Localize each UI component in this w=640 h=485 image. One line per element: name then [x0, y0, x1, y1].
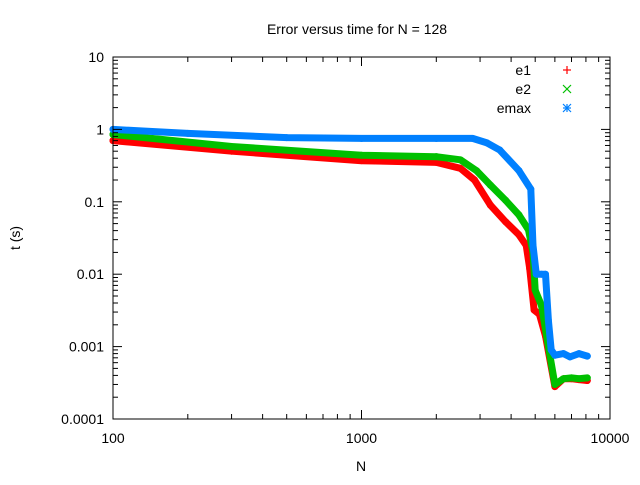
series-line-e1 — [109, 137, 591, 391]
x-tick-label: 100 — [101, 430, 125, 446]
data-point — [502, 196, 510, 204]
y-tick-label: 10 — [88, 49, 104, 65]
data-point — [283, 134, 291, 142]
x-axis-label: N — [356, 458, 366, 474]
data-point — [531, 286, 539, 294]
y-tick-label: 0.0001 — [61, 411, 104, 427]
data-point — [358, 134, 365, 142]
data-point — [566, 353, 574, 361]
data-point — [575, 350, 583, 358]
data-point — [228, 143, 236, 151]
data-point — [560, 350, 568, 358]
legend-label: emax — [497, 100, 531, 116]
chart-title: Error versus time for N = 128 — [267, 21, 447, 37]
data-point — [486, 201, 494, 209]
data-point — [560, 375, 568, 383]
data-point — [456, 156, 464, 164]
y-tick-label: 0.01 — [77, 266, 104, 282]
legend-label: e1 — [515, 62, 531, 78]
data-point — [568, 374, 576, 382]
data-point — [583, 374, 591, 382]
data-point — [551, 351, 559, 359]
data-point — [583, 352, 591, 360]
data-point — [496, 146, 504, 154]
data-point — [486, 181, 494, 189]
data-point — [551, 380, 559, 388]
data-point — [456, 164, 464, 172]
data-point — [541, 270, 549, 278]
data-point — [537, 301, 545, 309]
data-point — [358, 151, 365, 159]
series-emax — [109, 125, 591, 361]
data-point — [529, 241, 537, 249]
y-tick-label: 0.1 — [85, 194, 105, 210]
x-tick-label: 1000 — [346, 430, 377, 446]
data-point — [527, 185, 535, 193]
series-layer — [109, 125, 591, 391]
data-point — [530, 306, 538, 314]
data-point — [575, 375, 583, 383]
y-axis-label: t (s) — [7, 226, 23, 250]
data-point — [502, 218, 510, 226]
data-point — [515, 211, 523, 219]
data-point — [432, 158, 440, 166]
data-point — [358, 157, 365, 165]
x-tick-label: 10000 — [591, 430, 630, 446]
data-point — [472, 167, 480, 175]
legend-label: e2 — [515, 81, 531, 97]
data-point — [547, 346, 555, 354]
star-marker-icon — [562, 103, 572, 113]
legend: e1 e2 emax — [497, 62, 572, 116]
data-point — [432, 134, 440, 142]
data-point — [432, 153, 440, 161]
data-point — [515, 167, 523, 175]
data-point — [544, 316, 552, 324]
series-line-emax — [109, 125, 591, 361]
data-point — [471, 176, 479, 184]
data-point — [515, 231, 523, 239]
y-tick-label: 0.001 — [69, 339, 104, 355]
plus-marker-icon — [563, 66, 571, 74]
data-point — [184, 129, 192, 137]
axes-layer: 100 1000 10000 10 1 0.1 0.01 0.001 0.0001 — [61, 49, 630, 446]
data-point — [483, 139, 491, 147]
data-point — [532, 270, 540, 278]
cross-marker-icon — [562, 84, 572, 94]
y-tick-label: 1 — [96, 121, 104, 137]
data-point — [469, 134, 477, 142]
